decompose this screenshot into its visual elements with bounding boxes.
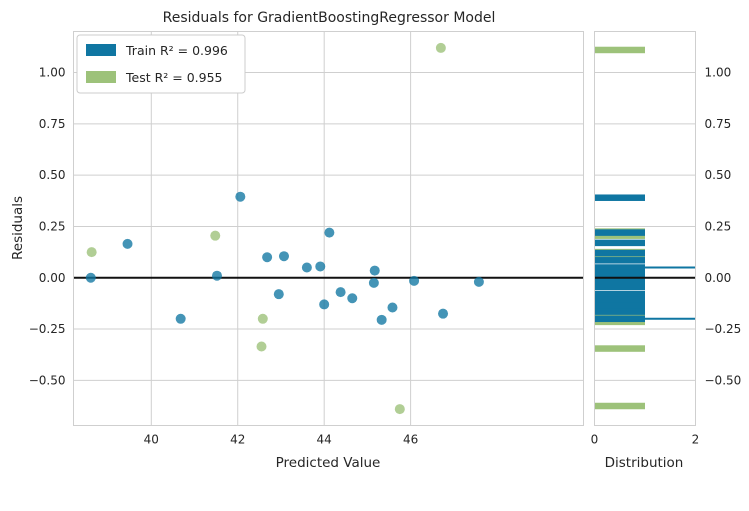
train-point [273, 289, 284, 300]
y-tick-label: 1.00 [39, 66, 66, 80]
train-point [335, 287, 346, 298]
test-point [394, 404, 405, 415]
distribution-y-tick-label: 0.25 [705, 219, 732, 233]
train-point [262, 252, 273, 263]
train-point [347, 293, 358, 304]
train-point [369, 265, 380, 276]
test-point [256, 341, 267, 352]
train-point [387, 302, 398, 313]
test-point [210, 230, 221, 241]
legend-train-label: Train R² = 0.996 [125, 43, 228, 58]
x-axis-label: Predicted Value [276, 455, 381, 471]
y-tick-label: 0.25 [39, 219, 66, 233]
x-tick-labels: 40 42 44 46 [144, 433, 419, 447]
distribution-train-bar [594, 249, 645, 257]
legend-train-swatch [86, 44, 116, 56]
chart-title: Residuals for GradientBoostingRegressor … [163, 10, 496, 26]
y-axis-label: Residuals [10, 196, 26, 260]
distribution-train-bar [594, 269, 645, 276]
test-point [86, 247, 97, 258]
train-point [315, 261, 326, 272]
test-point [435, 42, 446, 53]
distribution-train-bar [594, 283, 645, 291]
distribution-train-bar [594, 296, 645, 303]
legend: Train R² = 0.996 Test R² = 0.955 [76, 34, 246, 94]
train-point [368, 277, 379, 288]
train-point [409, 275, 420, 286]
y-tick-label: −0.25 [29, 322, 66, 336]
distribution-train-bar [594, 290, 645, 298]
train-point [473, 276, 484, 287]
distribution-y-tick-label: −0.25 [705, 322, 742, 336]
train-point [438, 308, 449, 319]
distribution-train-bar [594, 194, 645, 201]
main-plot-frame [73, 31, 584, 426]
y-tick-label: 0.00 [39, 271, 66, 285]
test-point [257, 313, 268, 324]
x-tick-label: 40 [144, 433, 159, 447]
y-tick-label: 0.75 [39, 117, 66, 131]
legend-test-swatch [86, 71, 116, 83]
train-point [85, 272, 96, 283]
train-point [211, 270, 222, 281]
y-tick-labels: −0.50 −0.25 0.00 0.25 0.50 0.75 1.00 [29, 66, 66, 388]
y-tick-label: 0.50 [39, 168, 66, 182]
distribution-y-tick-label: −0.50 [705, 373, 742, 387]
distribution-test-bar [594, 345, 645, 352]
distribution-plot-frame [594, 31, 696, 426]
distribution-x-axis-label: Distribution [605, 455, 684, 471]
distribution-y-tick-label: 0.75 [705, 117, 732, 131]
train-point [376, 314, 387, 325]
distribution-train-bar [594, 239, 645, 247]
x-tick-label: 44 [317, 433, 332, 447]
x-tick-label: 42 [230, 433, 245, 447]
distribution-y-tick-label: 0.00 [705, 271, 732, 285]
train-point [324, 227, 335, 238]
distribution-y-tick-labels: −0.50 −0.25 0.00 0.25 0.50 0.75 1.00 [705, 66, 742, 388]
train-point [175, 313, 186, 324]
train-point [122, 238, 133, 249]
train-point [235, 191, 246, 202]
legend-test-label: Test R² = 0.955 [125, 70, 223, 85]
distribution-x-tick-label: 0 [591, 433, 599, 447]
distribution-y-tick-label: 0.50 [705, 168, 732, 182]
distribution-train-bar [594, 302, 645, 309]
train-point [301, 262, 312, 273]
scatter-points [85, 42, 484, 415]
train-point [278, 251, 289, 262]
legend-box [76, 34, 246, 94]
x-tick-label: 46 [403, 433, 418, 447]
distribution-train-bar [594, 229, 645, 236]
distribution-test-bar [594, 46, 645, 54]
main-grid [73, 31, 584, 426]
distribution-train-bar [594, 257, 645, 264]
distribution-train-bar [594, 278, 645, 286]
distribution-train-bar [594, 308, 645, 315]
train-point [319, 299, 330, 310]
distribution-x-tick-label: 2 [692, 433, 700, 447]
distribution-y-tick-label: 1.00 [705, 66, 732, 80]
y-tick-label: −0.50 [29, 373, 66, 387]
distribution-test-bar [594, 402, 645, 410]
